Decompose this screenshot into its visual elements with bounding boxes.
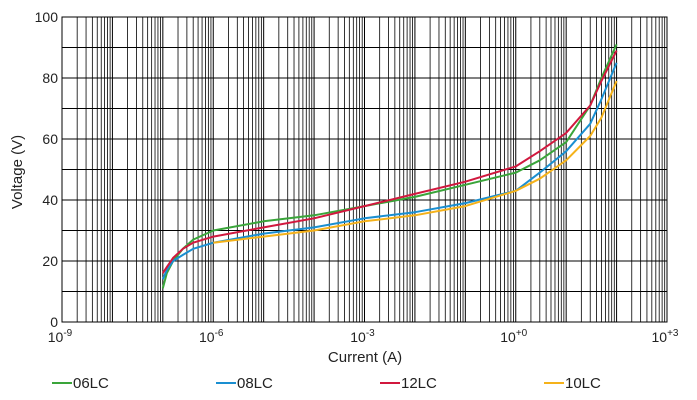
- legend-label: 06LC: [73, 375, 109, 392]
- x-axis-title: Current (A): [328, 349, 402, 366]
- legend: 06LC 08LC 12LC 10LC: [52, 375, 601, 392]
- x-tick-label: 10-6: [199, 328, 224, 345]
- legend-label: 08LC: [237, 375, 273, 392]
- y-tick-label: 20: [42, 253, 58, 269]
- grid: [62, 17, 667, 322]
- y-tick-label: 80: [42, 70, 58, 86]
- y-axis-title: Voltage (V): [9, 135, 26, 209]
- x-tick-label: 10-3: [350, 328, 375, 345]
- y-tick-label: 100: [35, 9, 59, 25]
- series-line-08LC: [163, 63, 617, 279]
- y-tick-label: 0: [50, 314, 58, 330]
- x-tick-label: 10-9: [48, 328, 73, 345]
- x-tick-label: 10+3: [652, 328, 679, 345]
- legend-label: 12LC: [401, 375, 437, 392]
- y-tick-label: 60: [42, 131, 58, 147]
- legend-label: 10LC: [565, 375, 601, 392]
- series-lines: [163, 44, 617, 288]
- y-tick-label: 40: [42, 192, 58, 208]
- x-tick-label: 10+0: [500, 328, 527, 345]
